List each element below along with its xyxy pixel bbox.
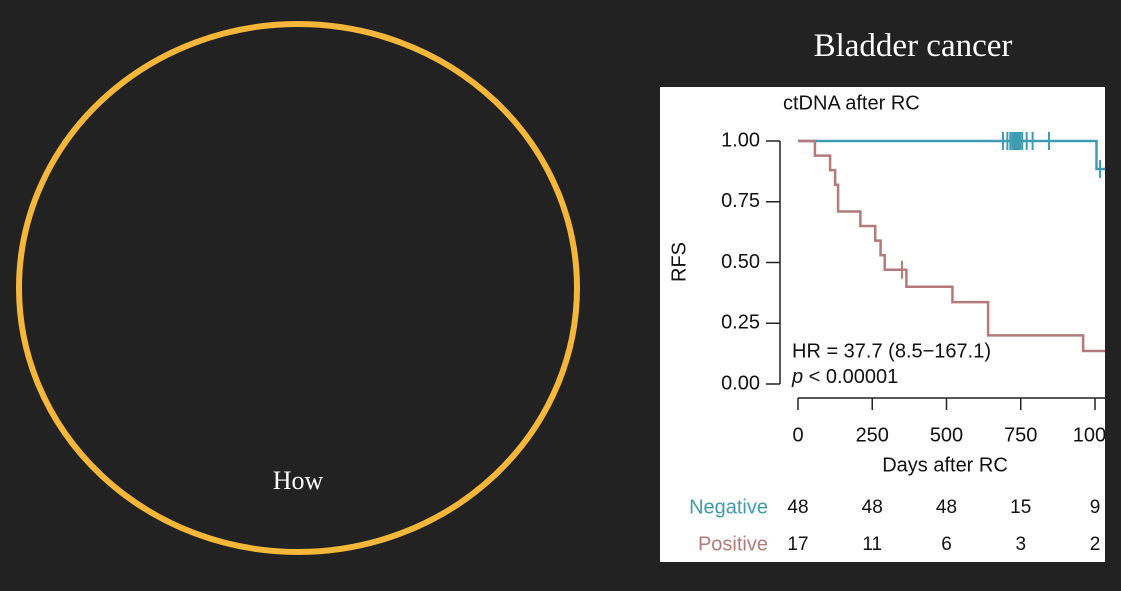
p-annotation: p < 0.00001 — [791, 366, 898, 388]
x-tick-label: 750 — [1004, 424, 1037, 446]
y-tick-label: 0.25 — [721, 312, 760, 334]
at-risk-count: 48 — [936, 497, 957, 518]
y-tick-label: 0.50 — [721, 251, 760, 273]
chart-title: ctDNA after RC — [783, 92, 920, 114]
circle — [16, 21, 580, 555]
risk-table-label: Negative — [689, 496, 768, 518]
p-text: < 0.00001 — [803, 366, 898, 388]
x-axis-label: Days after RC — [882, 454, 1008, 476]
slide-title: Bladder cancer — [814, 28, 1013, 64]
y-tick-label: 1.00 — [721, 129, 760, 151]
x-tick-label: 1000 — [1073, 424, 1118, 446]
chart: ctDNA after RC RFS Days after RC HR = 37… — [660, 87, 1118, 562]
at-risk-count: 17 — [787, 534, 808, 555]
y-tick-label: 0.00 — [721, 372, 760, 394]
hr-annotation: HR = 37.7 (8.5−167.1) — [792, 340, 991, 362]
circle-label: How — [273, 466, 324, 495]
at-risk-count: 9 — [1090, 497, 1101, 518]
survival-curve — [798, 139, 1105, 171]
at-risk-count: 2 — [1090, 534, 1101, 555]
x-tick-label: 0 — [792, 424, 803, 446]
at-risk-count: 11 — [862, 534, 882, 555]
at-risk-count: 48 — [862, 497, 883, 518]
at-risk-count: 15 — [1010, 497, 1031, 518]
risk-table-label: Positive — [698, 533, 768, 555]
y-axis-label: RFS — [668, 242, 690, 282]
survival-curve — [798, 139, 1105, 353]
at-risk-count: 6 — [941, 534, 952, 555]
at-risk-count: 48 — [787, 497, 808, 518]
y-tick-label: 0.75 — [721, 190, 760, 212]
x-tick-label: 250 — [856, 424, 889, 446]
at-risk-count: 3 — [1015, 534, 1026, 555]
p-symbol: p — [791, 366, 803, 388]
chart-panel — [660, 87, 1105, 562]
x-tick-label: 500 — [930, 424, 963, 446]
